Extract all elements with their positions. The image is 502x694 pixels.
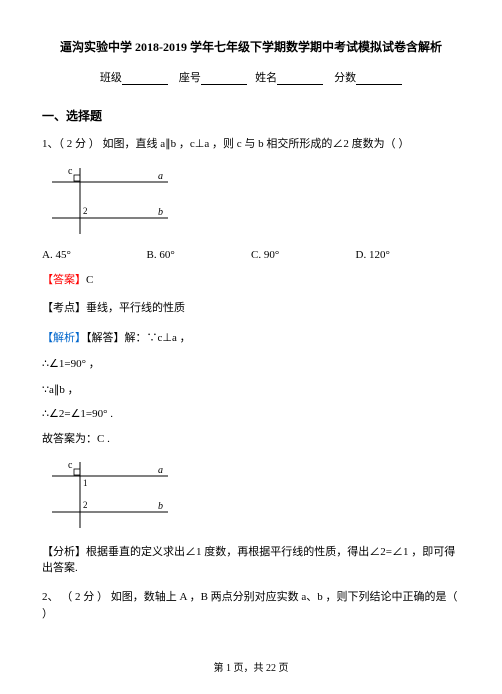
fenxi-text: 根据垂直的定义求出∠1 度数，再根据平行线的性质，得出∠2=∠1 ，即可得出答案… [42,546,455,574]
q1-diagram-1: c a b 2 [46,166,172,238]
fenxi-label: 【分析】 [42,546,86,558]
diag2-label-c: c [68,460,73,471]
q1-options: A. 45° B. 60° C. 90° D. 120° [42,249,460,261]
q1-stem: 1、（ 2 分 ） 如图，直线 a∥b ，c⊥a ，则 c 与 b 相交所形成的… [42,136,460,154]
q1-jiexi-line: 【解析】【解答】解：∵c⊥a ， [42,329,460,345]
blank-class [122,73,168,85]
diag2-label-b: b [158,501,163,512]
kdian-value: 垂线，平行线的性质 [86,302,185,314]
q1-opt-d: D. 120° [356,249,461,261]
q1-kdian: 【考点】垂线，平行线的性质 [42,299,460,315]
q1-answer: 【答案】C [42,271,460,287]
jiexi-label: 【解析】 [42,332,86,344]
q1-opt-a: A. 45° [42,249,147,261]
label-class: 班级 [100,72,122,84]
q1-diagram-2: c 1 a b 2 [46,460,172,532]
diag2-label-1: 1 [83,478,88,488]
diag2-label-a: a [158,465,163,476]
blank-name [277,73,323,85]
diag2-label-2: 2 [83,500,88,510]
kdian-label: 【考点】 [42,302,86,314]
answer-value: C [86,274,93,286]
q1-opt-c: C. 90° [251,249,356,261]
q1-fenxi: 【分析】根据垂直的定义求出∠1 度数，再根据平行线的性质，得出∠2=∠1 ，即可… [42,543,460,575]
page-footer: 第 1 页，共 22 页 [0,659,502,674]
jieda-label: 【解答】 [86,332,125,344]
q1-step3: ∴∠2=∠1=90° . [42,407,460,420]
diag-label-a: a [158,171,163,182]
label-name: 姓名 [255,72,277,84]
answer-label: 【答案】 [42,274,86,286]
blank-seat [201,73,247,85]
q1-step-final: 故答案为：C . [42,430,460,446]
q2-stem: 2、 （ 2 分 ） 如图，数轴上 A ，B 两点分别对应实数 a、b ，则下列… [42,589,460,624]
form-line: 班级 座号 姓名 分数 [42,69,460,85]
q1-step1: ∴∠1=90° ， [42,355,460,371]
diag-label-c: c [68,166,73,177]
q1-step0: 解：∵c⊥a ， [125,332,191,344]
label-seat: 座号 [179,72,201,84]
q1-opt-b: B. 60° [147,249,252,261]
blank-score [356,73,402,85]
label-score: 分数 [334,72,356,84]
diag-label-2: 2 [83,206,88,216]
doc-title: 逼沟实验中学 2018-2019 学年七年级下学期数学期中考试模拟试卷含解析 [42,38,460,55]
diag-label-b: b [158,207,163,218]
section-heading: 一、选择题 [42,107,460,124]
q1-step2: ∵a∥b ， [42,381,460,397]
